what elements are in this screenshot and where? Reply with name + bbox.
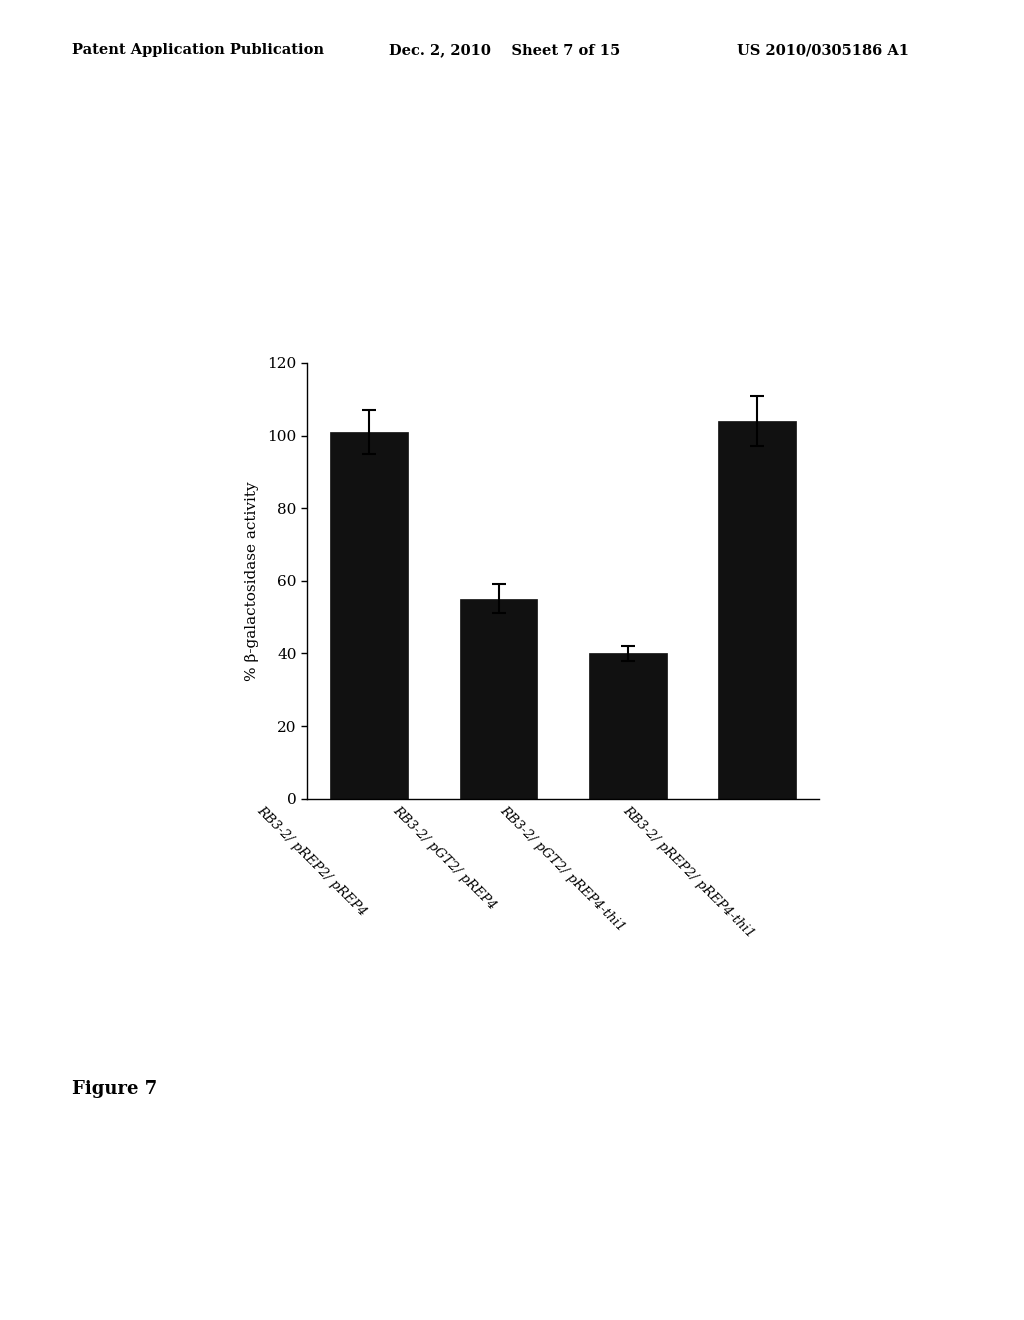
Text: Patent Application Publication: Patent Application Publication <box>72 44 324 57</box>
Text: Figure 7: Figure 7 <box>72 1080 157 1098</box>
Bar <box>331 432 408 799</box>
Bar <box>589 653 667 799</box>
Text: US 2010/0305186 A1: US 2010/0305186 A1 <box>737 44 909 57</box>
Bar <box>719 421 796 799</box>
Text: Dec. 2, 2010    Sheet 7 of 15: Dec. 2, 2010 Sheet 7 of 15 <box>389 44 621 57</box>
Y-axis label: % β-galactosidase activity: % β-galactosidase activity <box>245 480 259 681</box>
Bar <box>460 599 538 799</box>
